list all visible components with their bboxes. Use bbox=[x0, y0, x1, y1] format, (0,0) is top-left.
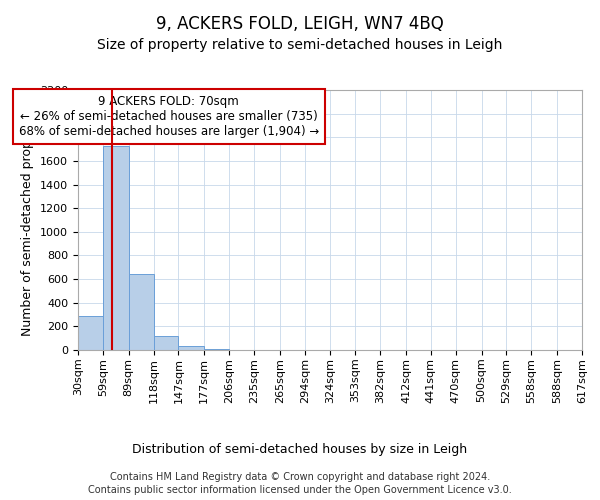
Bar bbox=[154, 336, 178, 350]
Y-axis label: Number of semi-detached properties: Number of semi-detached properties bbox=[22, 104, 34, 336]
Bar bbox=[204, 349, 229, 350]
Text: 9, ACKERS FOLD, LEIGH, WN7 4BQ: 9, ACKERS FOLD, LEIGH, WN7 4BQ bbox=[156, 15, 444, 33]
Text: Size of property relative to semi-detached houses in Leigh: Size of property relative to semi-detach… bbox=[97, 38, 503, 52]
Text: Contains public sector information licensed under the Open Government Licence v3: Contains public sector information licen… bbox=[88, 485, 512, 495]
Bar bbox=[78, 316, 103, 350]
Text: Contains HM Land Registry data © Crown copyright and database right 2024.: Contains HM Land Registry data © Crown c… bbox=[110, 472, 490, 482]
Bar bbox=[178, 346, 204, 350]
Bar bbox=[128, 274, 154, 350]
Text: Distribution of semi-detached houses by size in Leigh: Distribution of semi-detached houses by … bbox=[133, 442, 467, 456]
Bar bbox=[103, 146, 128, 350]
Text: 9 ACKERS FOLD: 70sqm
← 26% of semi-detached houses are smaller (735)
68% of semi: 9 ACKERS FOLD: 70sqm ← 26% of semi-detac… bbox=[19, 95, 319, 138]
